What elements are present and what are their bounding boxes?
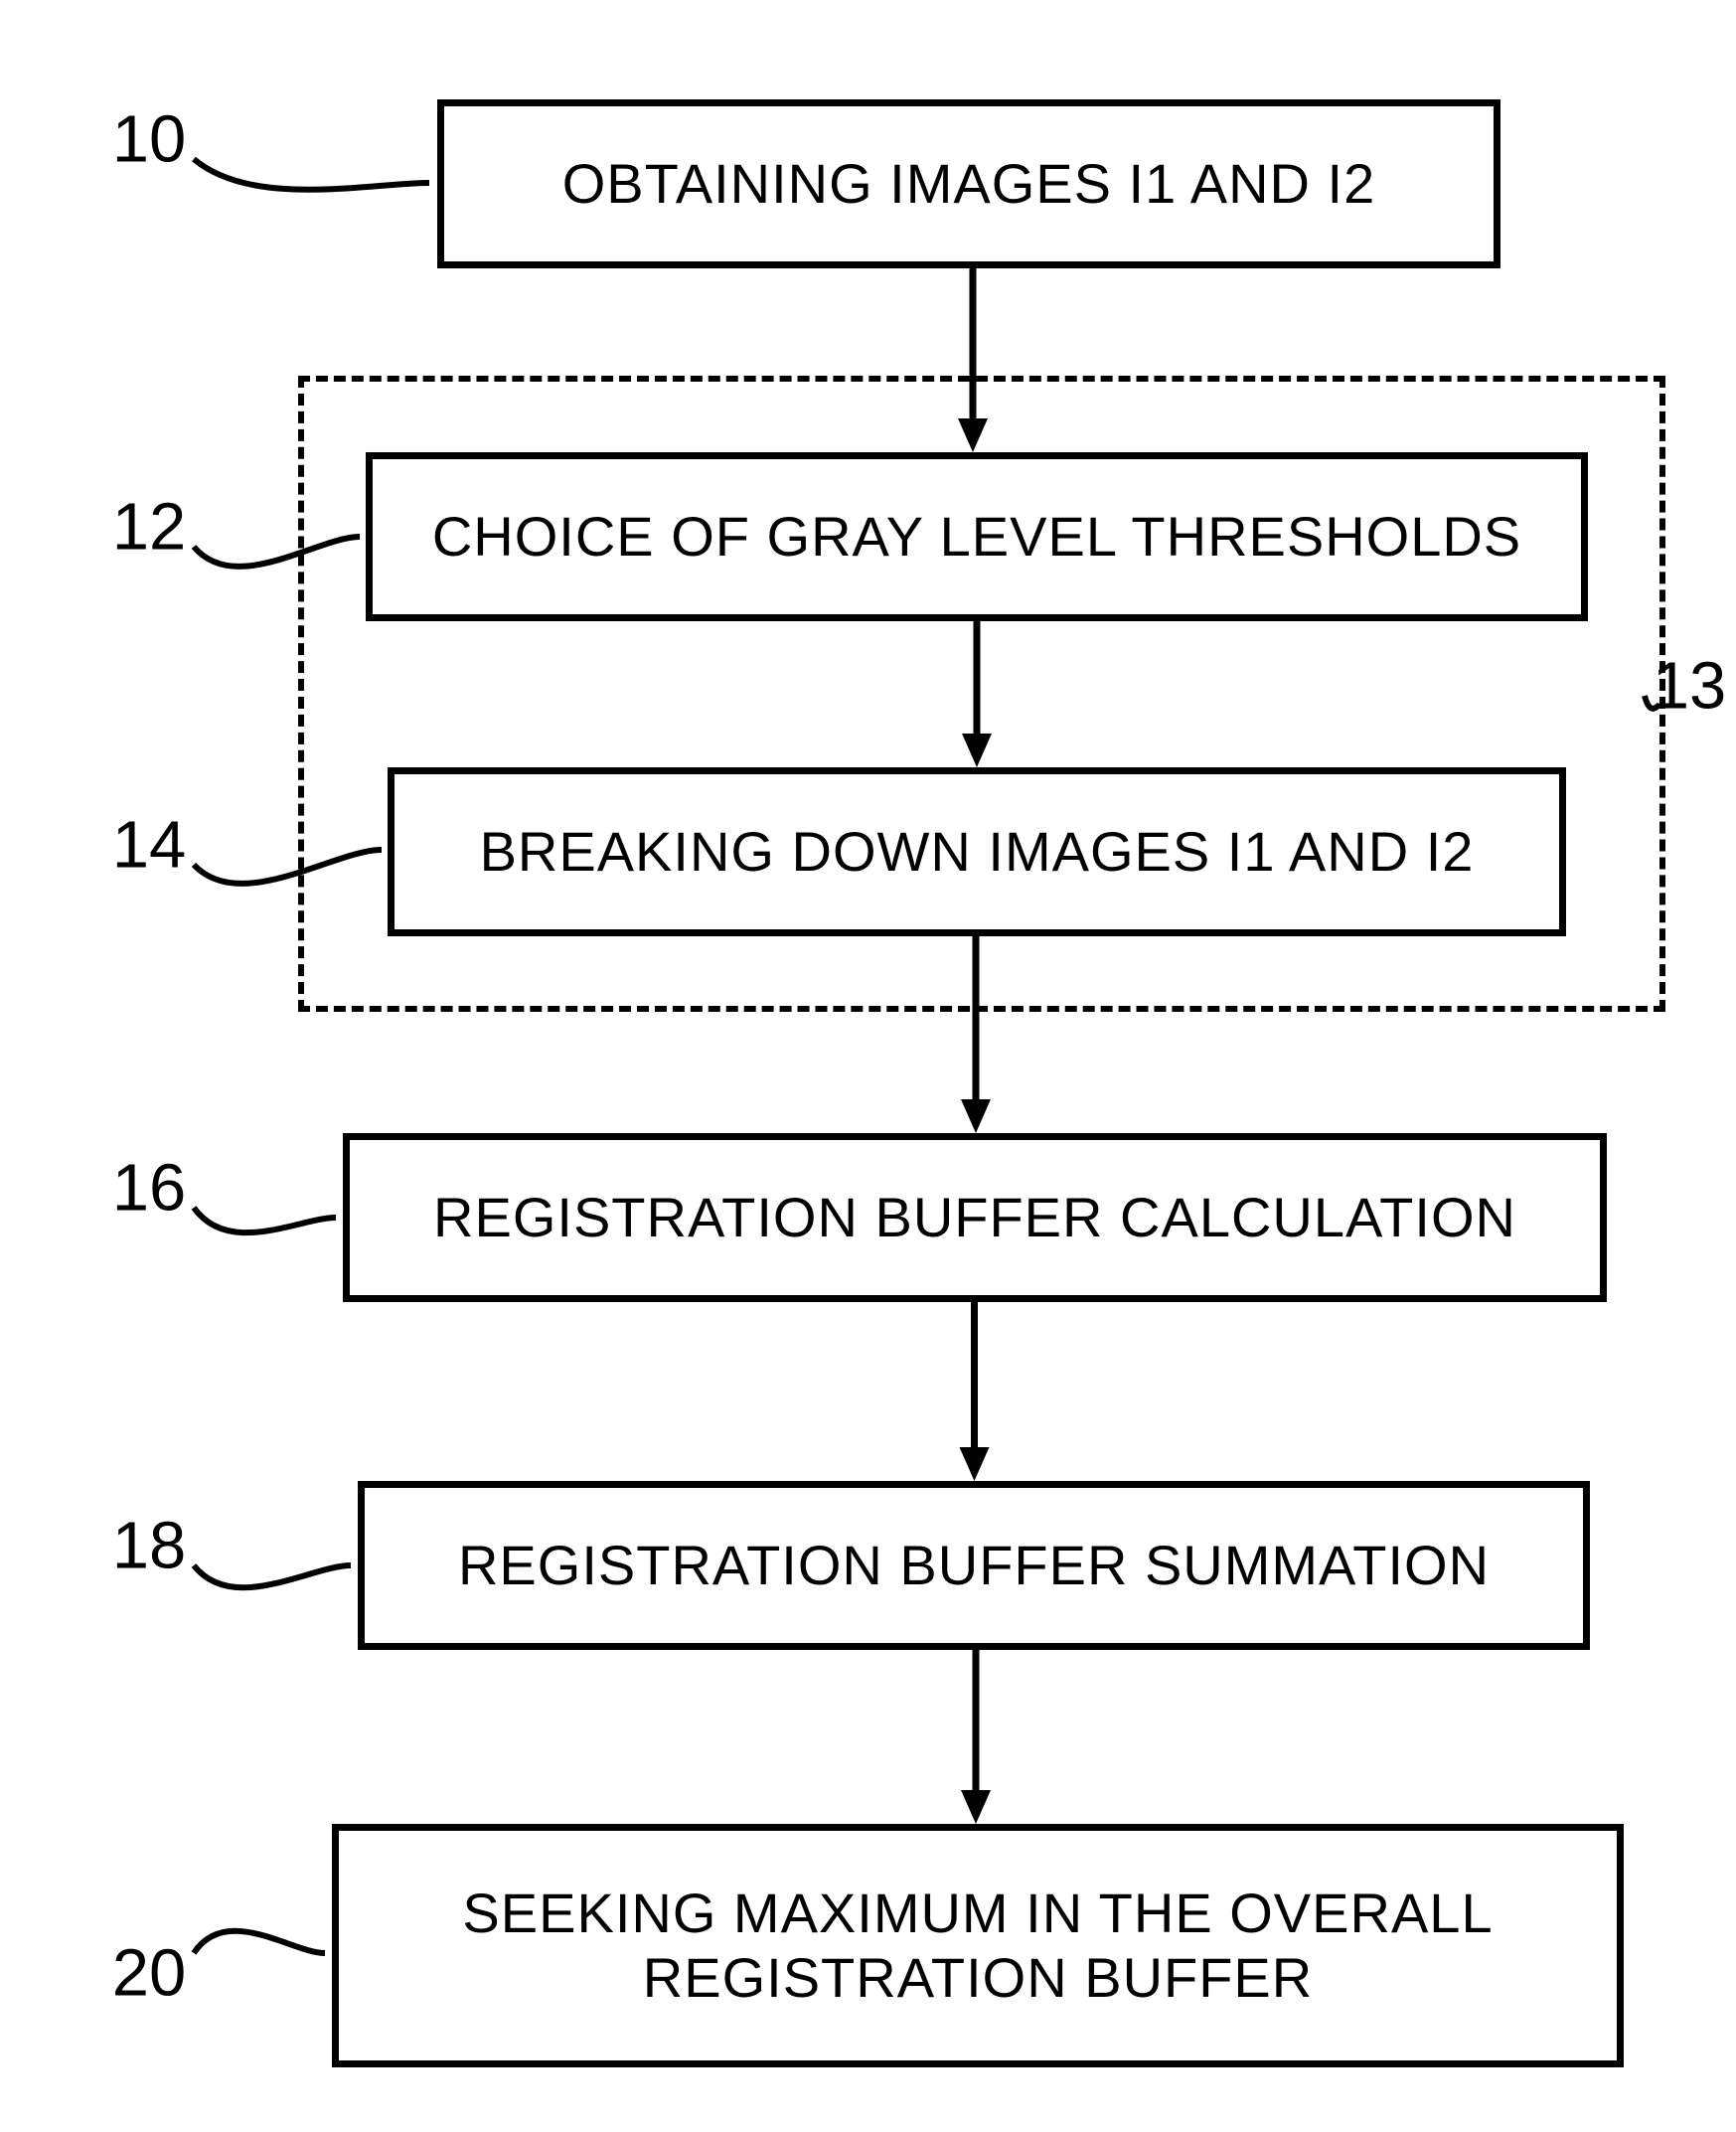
ref-text: 16 bbox=[112, 1151, 187, 1226]
node-registration-sum: REGISTRATION BUFFER SUMMATION bbox=[358, 1481, 1590, 1650]
ref-label-13: 13 bbox=[1653, 648, 1727, 725]
node-obtaining-images: OBTAINING IMAGES I1 AND I2 bbox=[437, 99, 1500, 268]
node-text: REGISTRATION BUFFER SUMMATION bbox=[448, 1534, 1499, 1597]
ref-text: 13 bbox=[1653, 649, 1727, 724]
node-text: REGISTRATION BUFFER CALCULATION bbox=[423, 1186, 1526, 1249]
ref-text: 20 bbox=[112, 1936, 187, 2011]
ref-text: 10 bbox=[112, 102, 187, 177]
flowchart-canvas: OBTAINING IMAGES I1 AND I2 CHOICE OF GRA… bbox=[0, 0, 1736, 2132]
node-text: BREAKING DOWN IMAGES I1 AND I2 bbox=[470, 820, 1485, 884]
node-text: CHOICE OF GRAY LEVEL THRESHOLDS bbox=[422, 505, 1531, 569]
node-choice-thresholds: CHOICE OF GRAY LEVEL THRESHOLDS bbox=[366, 452, 1588, 621]
arrows-layer bbox=[0, 0, 1736, 2132]
leaders-layer bbox=[0, 0, 1736, 2132]
ref-label-20: 20 bbox=[112, 1935, 187, 2012]
ref-label-10: 10 bbox=[112, 101, 187, 178]
node-text: SEEKING MAXIMUM IN THE OVERALL REGISTRAT… bbox=[339, 1882, 1617, 2010]
ref-text: 12 bbox=[112, 490, 187, 565]
ref-label-16: 16 bbox=[112, 1150, 187, 1227]
node-breaking-down: BREAKING DOWN IMAGES I1 AND I2 bbox=[388, 767, 1566, 936]
ref-label-12: 12 bbox=[112, 489, 187, 566]
ref-text: 18 bbox=[112, 1509, 187, 1583]
ref-text: 14 bbox=[112, 808, 187, 883]
ref-label-14: 14 bbox=[112, 807, 187, 884]
ref-label-18: 18 bbox=[112, 1508, 187, 1584]
node-text: OBTAINING IMAGES I1 AND I2 bbox=[552, 152, 1385, 216]
node-registration-calc: REGISTRATION BUFFER CALCULATION bbox=[343, 1133, 1607, 1302]
node-seeking-maximum: SEEKING MAXIMUM IN THE OVERALL REGISTRAT… bbox=[332, 1824, 1624, 2067]
